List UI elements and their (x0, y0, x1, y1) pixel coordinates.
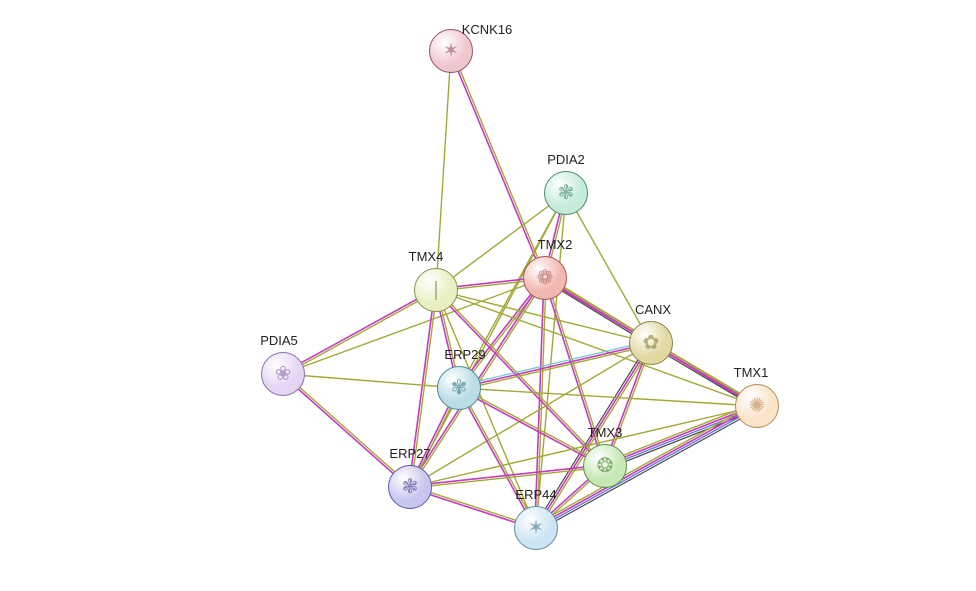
protein-structure-icon: ✶ (443, 41, 460, 61)
node-tmx2[interactable]: ❁ (523, 256, 567, 300)
node-tmx4[interactable]: | (414, 268, 458, 312)
protein-structure-icon: ✾ (451, 378, 468, 398)
protein-structure-icon: ❃ (402, 477, 419, 497)
node-pdia2[interactable]: ❃ (544, 171, 588, 215)
node-tmx1[interactable]: ✺ (735, 384, 779, 428)
edge-magenta (282, 375, 409, 488)
edge-olive (410, 406, 757, 487)
edge-olive (436, 51, 451, 290)
edge-olive (566, 193, 651, 343)
node-canx[interactable]: ✿ (629, 321, 673, 365)
protein-structure-icon: ✺ (749, 396, 766, 416)
edge-olive (283, 374, 459, 388)
edge-olive (284, 291, 437, 375)
edge-olive (459, 388, 757, 406)
protein-structure-icon: ❂ (597, 456, 614, 476)
node-tmx3[interactable]: ❂ (583, 444, 627, 488)
edge-blue (605, 407, 757, 467)
node-pdia5[interactable]: ❀ (261, 352, 305, 396)
node-erp29[interactable]: ✾ (437, 366, 481, 410)
protein-structure-icon: ✿ (643, 333, 660, 353)
edge-olive (534, 403, 755, 525)
edge-magenta (535, 405, 756, 527)
edge-olive (538, 344, 653, 529)
protein-structure-icon: ❁ (537, 268, 554, 288)
protein-structure-icon: ✶ (528, 518, 545, 538)
protein-structure-icon: ❃ (558, 183, 575, 203)
edge-cyan (459, 341, 651, 386)
node-erp27[interactable]: ❃ (388, 465, 432, 509)
edge-black (538, 409, 759, 531)
edge-magenta (410, 465, 605, 486)
node-erp44[interactable]: ✶ (514, 506, 558, 550)
node-kcnk16[interactable]: ✶ (429, 29, 473, 73)
edge-magenta (605, 405, 757, 465)
network-graph: ✶KCNK16❃PDIA2❁TMX2|TMX4✿CANX❀PDIA5✾ERP29… (0, 0, 976, 591)
edge-olive (284, 373, 411, 486)
protein-structure-icon: ❀ (275, 364, 292, 384)
edge-layer (0, 0, 976, 591)
protein-structure-icon: | (433, 280, 438, 300)
edge-black (606, 409, 758, 469)
edge-magenta (282, 289, 435, 373)
